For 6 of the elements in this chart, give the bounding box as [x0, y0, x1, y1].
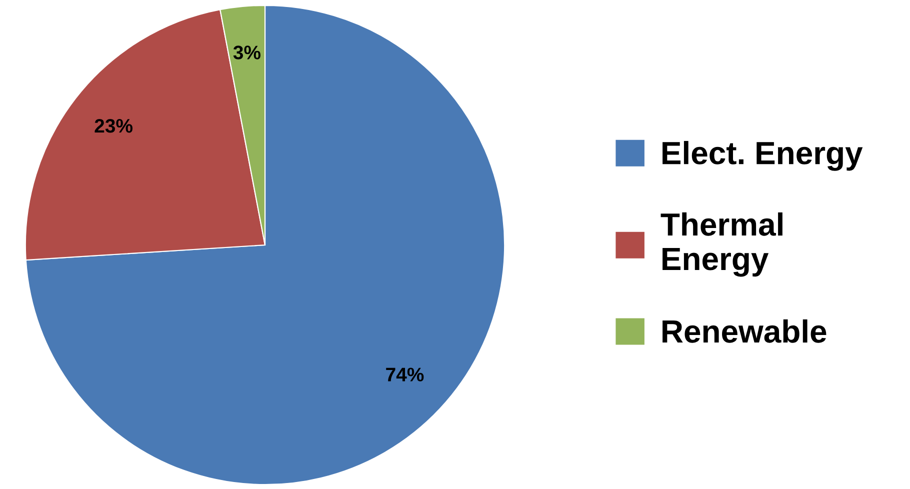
- legend-label: Renewable: [662, 319, 826, 343]
- legend-label: Thermal Energy: [660, 212, 782, 277]
- legend-label: Elect. Energy: [662, 140, 863, 171]
- data-label: 74%: [386, 368, 424, 382]
- data-label: 3%: [233, 46, 260, 60]
- data-label: 23%: [94, 118, 132, 133]
